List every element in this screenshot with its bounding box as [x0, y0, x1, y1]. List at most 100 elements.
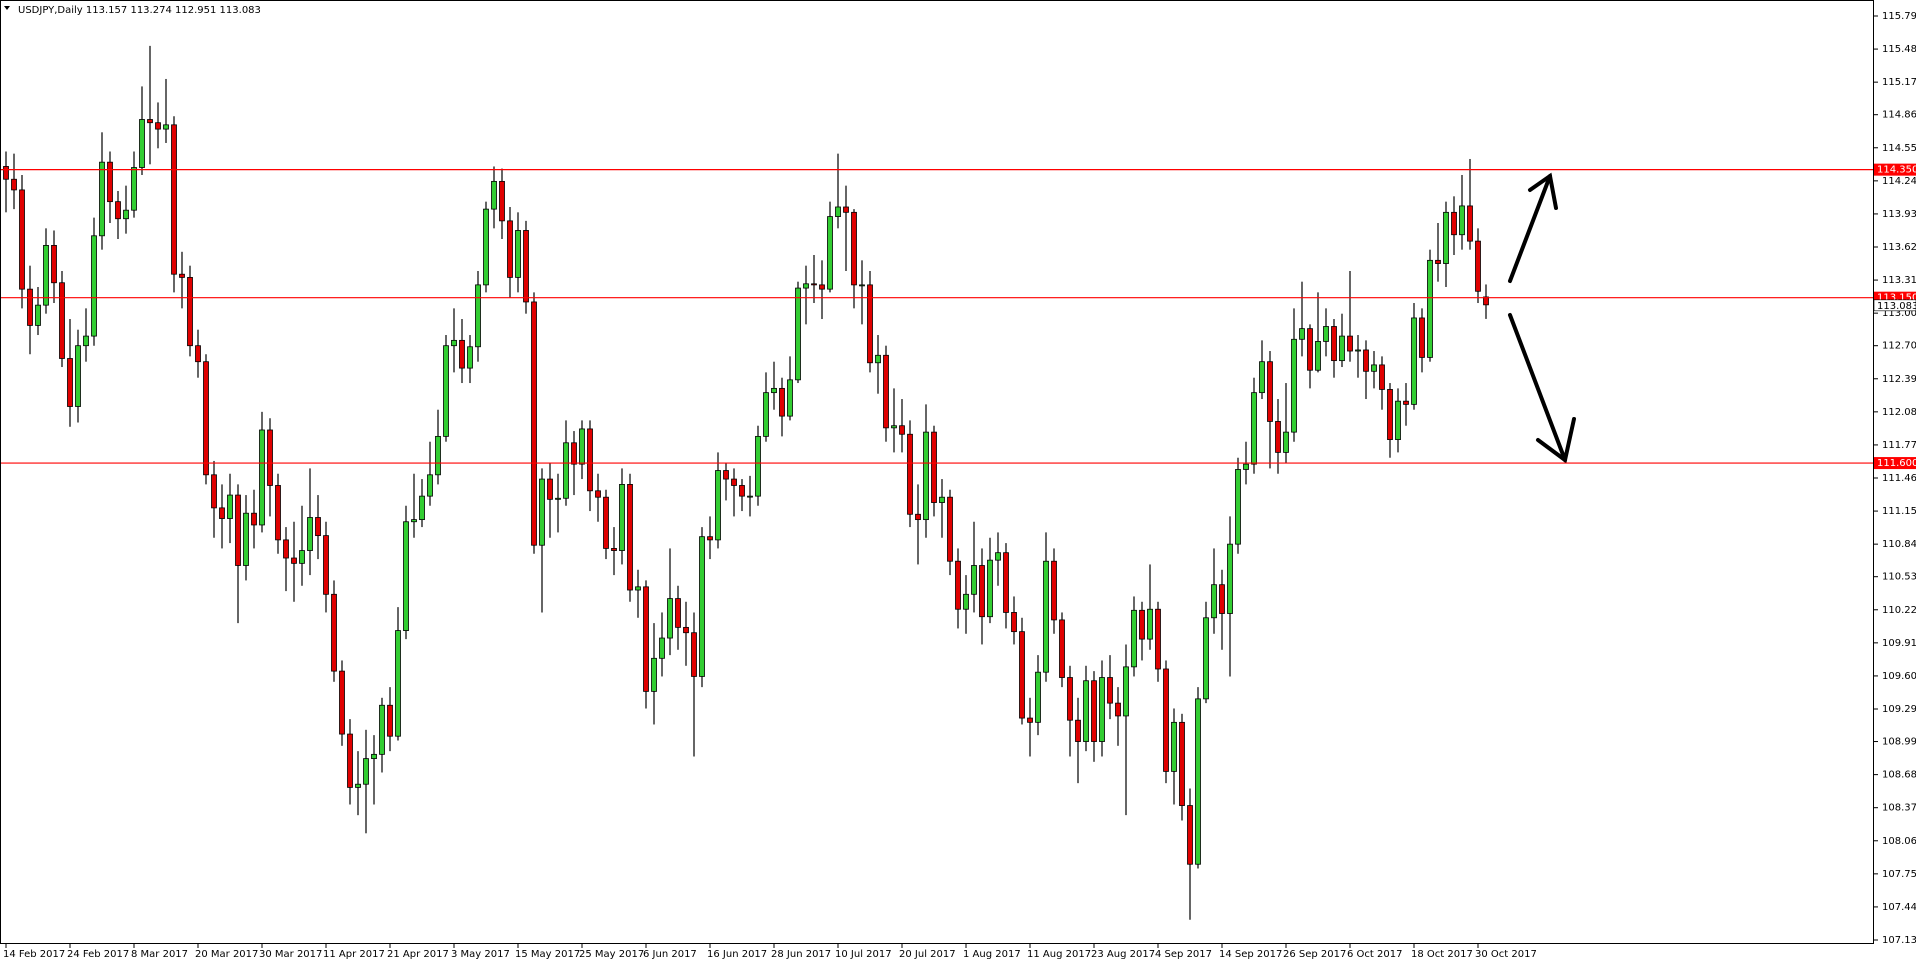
- candle-body: [939, 496, 945, 503]
- y-tick-label: 114.865: [1882, 110, 1916, 121]
- candle-body: [747, 495, 753, 498]
- y-tick-label: 108.680: [1882, 770, 1916, 781]
- candle-body: [139, 119, 145, 168]
- candle-body: [619, 484, 625, 551]
- candle-body: [651, 657, 657, 692]
- candle-body: [1387, 389, 1393, 440]
- candle-body: [315, 517, 321, 537]
- candle-body: [1179, 721, 1185, 806]
- candle-body: [75, 345, 81, 407]
- candle-body: [571, 442, 577, 465]
- candle-body: [1371, 364, 1377, 372]
- candle-body: [699, 536, 705, 677]
- candle-body: [843, 206, 849, 213]
- candle-body: [515, 230, 521, 278]
- x-tick-label: 4 Sep 2017: [1155, 949, 1212, 960]
- candle-body: [1331, 326, 1337, 362]
- candle-body: [1259, 361, 1265, 394]
- candle-body: [1187, 805, 1193, 865]
- y-tick-label: 112.390: [1882, 374, 1916, 385]
- candle-body: [179, 273, 185, 278]
- candle-body: [91, 235, 97, 337]
- level-label-box: [1874, 457, 1916, 470]
- candle-body: [1347, 335, 1353, 352]
- candle-body: [1163, 668, 1169, 772]
- candle-body: [307, 517, 313, 551]
- y-tick-label: 108.370: [1882, 803, 1916, 814]
- candle-body: [1091, 680, 1097, 742]
- candle-body: [507, 220, 513, 278]
- candle-body: [1451, 211, 1457, 236]
- candle-body: [675, 598, 681, 628]
- candle-body: [395, 630, 401, 737]
- candle-body: [147, 119, 153, 124]
- candle-body: [283, 539, 289, 559]
- candle-body: [1395, 400, 1401, 440]
- y-tick-label: 111.150: [1882, 506, 1916, 517]
- candle-body: [379, 704, 385, 755]
- candle-body: [627, 484, 633, 591]
- candle-body: [1403, 400, 1409, 405]
- candle-body: [539, 478, 545, 546]
- header-close: 113.083: [220, 5, 261, 16]
- candle-body: [1315, 341, 1321, 371]
- candle-body: [603, 496, 609, 549]
- candle-body: [1307, 328, 1313, 371]
- candle-body: [155, 122, 161, 130]
- candle-body: [875, 354, 881, 364]
- candle-body: [1219, 584, 1225, 614]
- x-tick-label: 14 Feb 2017: [3, 949, 65, 960]
- candle-body: [899, 425, 905, 435]
- x-tick-label: 11 Apr 2017: [323, 949, 385, 960]
- candle-body: [83, 335, 89, 347]
- candle-body: [763, 392, 769, 437]
- y-tick-label: 111.460: [1882, 473, 1916, 484]
- candle-body: [987, 559, 993, 618]
- header-high: 113.274: [130, 5, 171, 16]
- candle-body: [1067, 677, 1073, 721]
- candle-body: [867, 284, 873, 364]
- candle-body: [403, 521, 409, 631]
- candle-body: [1171, 721, 1177, 772]
- x-tick-label: 23 Aug 2017: [1091, 949, 1155, 960]
- candle-body: [1251, 392, 1257, 465]
- candle-body: [923, 431, 929, 521]
- candle-body: [563, 442, 569, 499]
- candle-body: [235, 494, 241, 566]
- candle-body: [947, 496, 953, 562]
- candle-body: [1211, 584, 1217, 619]
- candle-body: [355, 783, 361, 788]
- candle-body: [227, 494, 233, 519]
- candle-body: [667, 598, 673, 639]
- candle-body: [43, 244, 49, 306]
- candle-body: [475, 284, 481, 348]
- header-low: 112.951: [175, 5, 216, 16]
- candle-body: [635, 586, 641, 591]
- x-tick-label: 18 Oct 2017: [1411, 949, 1473, 960]
- candle-body: [1419, 317, 1425, 358]
- candle-body: [827, 216, 833, 290]
- candle-body: [371, 753, 377, 760]
- y-tick-label: 113.625: [1882, 242, 1916, 253]
- candle-body: [1275, 421, 1281, 453]
- candle-body: [1467, 205, 1473, 242]
- candle-body: [787, 379, 793, 417]
- candle-body: [459, 339, 465, 369]
- candle-body: [1355, 349, 1361, 352]
- level-label: 111.600: [1877, 458, 1916, 469]
- candle-body: [731, 478, 737, 486]
- y-tick-label: 110.535: [1882, 572, 1916, 583]
- candle-body: [123, 209, 129, 220]
- candle-body: [1427, 259, 1433, 358]
- candle-body: [1235, 469, 1241, 545]
- y-tick-label: 115.790: [1882, 11, 1916, 22]
- x-tick-label: 30 Mar 2017: [259, 949, 322, 960]
- candle-body: [427, 474, 433, 497]
- chart-header: USDJPY,Daily 113.157 113.274 112.951 113…: [18, 5, 261, 16]
- y-tick-label: 107.440: [1882, 902, 1916, 913]
- y-tick-label: 112.080: [1882, 407, 1916, 418]
- x-tick-label: 6 Oct 2017: [1347, 949, 1402, 960]
- x-tick-label: 8 Mar 2017: [131, 949, 188, 960]
- candle-body: [1099, 677, 1105, 742]
